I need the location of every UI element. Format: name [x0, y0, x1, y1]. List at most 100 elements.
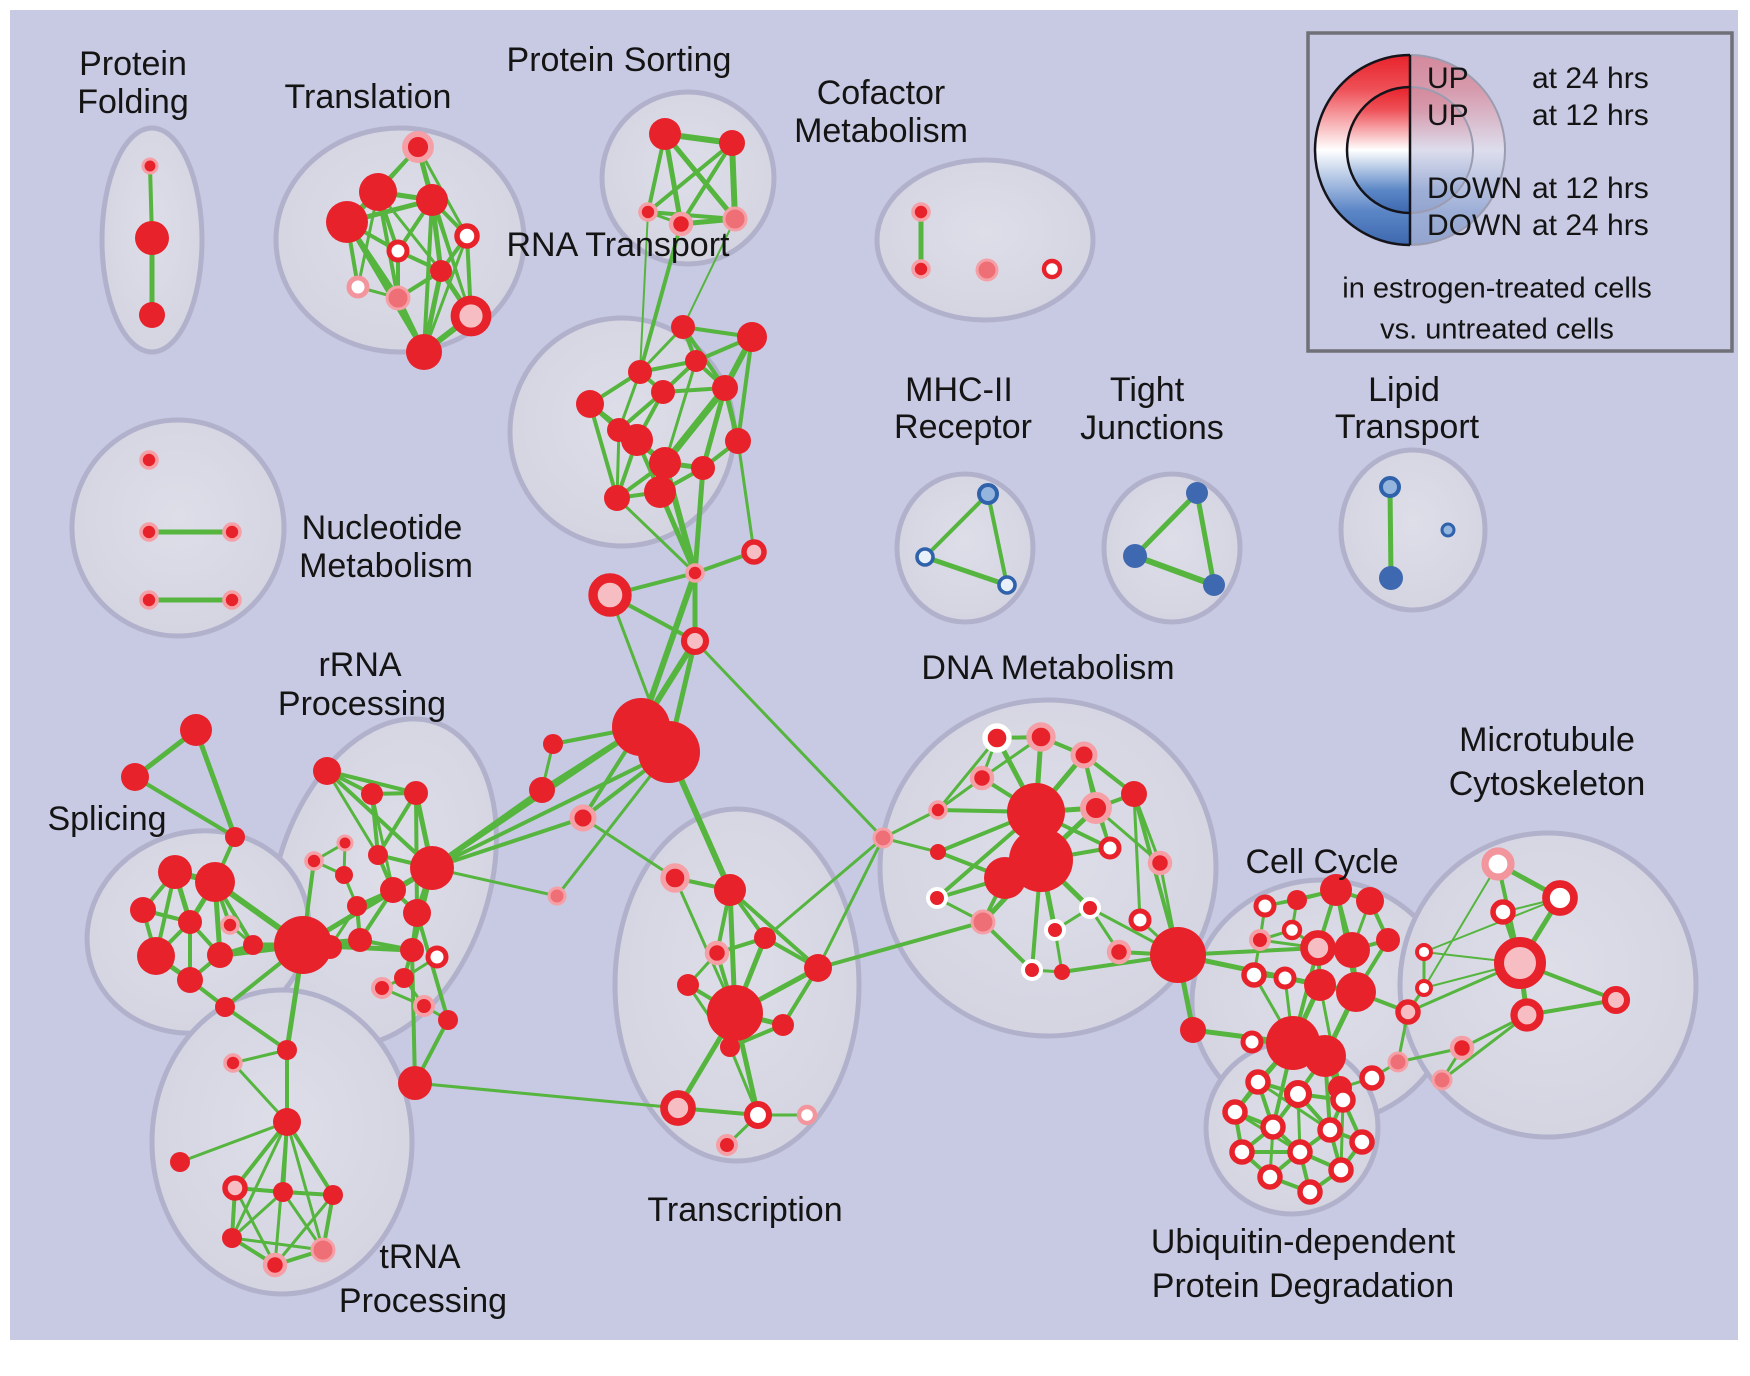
network-node — [911, 202, 931, 222]
network-edge — [679, 141, 734, 226]
network-node — [772, 1014, 794, 1036]
network-edge — [233, 1186, 277, 1267]
network-node — [651, 380, 675, 404]
network-node — [454, 223, 480, 249]
network-node — [1203, 574, 1225, 596]
network-node — [1041, 258, 1063, 280]
network-node — [402, 131, 434, 163]
network-node — [416, 184, 448, 216]
network-node — [685, 563, 705, 583]
network-node — [1334, 932, 1370, 968]
network-edge — [430, 816, 585, 870]
network-node — [796, 1104, 818, 1126]
network-edge — [430, 750, 671, 870]
network-node — [1601, 985, 1631, 1015]
network-node — [1490, 899, 1516, 925]
network-node — [274, 916, 332, 974]
network-node — [930, 844, 946, 860]
network-node — [1431, 1069, 1453, 1091]
network-node — [638, 721, 700, 783]
network-node — [1222, 1099, 1248, 1125]
legend-glyph-left-half — [1313, 53, 1410, 247]
network-node — [121, 763, 149, 791]
network-edge — [816, 920, 985, 970]
network-node — [1128, 908, 1152, 932]
network-node — [926, 887, 948, 909]
network-node — [569, 804, 597, 832]
network-node — [1080, 792, 1112, 824]
network-edge — [1132, 490, 1200, 559]
network-edge — [370, 792, 395, 892]
network-edge — [922, 554, 1010, 588]
network-edge — [736, 335, 754, 443]
cluster-label-cofactor-metabolism-line1: Cofactor — [817, 74, 946, 112]
cluster-label-translation: Translation — [285, 78, 452, 116]
network-edge — [325, 769, 418, 795]
cluster-label-cell-cycle: Cell Cycle — [1245, 843, 1398, 881]
network-node — [1510, 998, 1544, 1032]
network-node — [1449, 1035, 1475, 1061]
network-node — [368, 845, 388, 865]
network-node — [704, 940, 730, 966]
network-node — [336, 834, 354, 852]
cluster-label-protein-folding-line1: Protein — [79, 45, 187, 83]
cluster-label-tight-junctions-line2: Junctions — [1080, 409, 1224, 447]
network-node — [1180, 1017, 1206, 1043]
cluster-label-mhc-ii-receptor-line1: MHC-II — [905, 371, 1013, 409]
network-node — [872, 827, 894, 849]
network-edge — [178, 1120, 289, 1164]
network-edge — [193, 727, 238, 840]
network-node — [404, 781, 428, 805]
network-node — [1186, 482, 1208, 504]
network-node — [413, 995, 435, 1017]
network-node — [621, 424, 653, 456]
network-node — [1349, 1129, 1375, 1155]
network-node — [1121, 781, 1147, 807]
cluster-label-ubiquitin-degradation-line1: Ubiquitin-dependent — [1151, 1223, 1456, 1261]
cluster-ellipse-tight-junctions — [1101, 471, 1243, 625]
legend-glyph-right-half — [1410, 54, 1506, 246]
network-node — [1007, 783, 1065, 841]
cluster-label-transcription: Transcription — [647, 1191, 842, 1229]
network-node — [660, 1090, 696, 1126]
network-node — [1440, 522, 1456, 538]
network-node — [141, 157, 159, 175]
legend-down-24-time: at 24 hrs — [1532, 209, 1649, 242]
network-node — [1304, 969, 1336, 1001]
network-node — [1098, 836, 1122, 860]
network-node — [915, 547, 935, 567]
network-node — [1283, 1079, 1313, 1109]
network-node — [1257, 1164, 1283, 1190]
network-node — [707, 985, 763, 1041]
network-edge — [422, 198, 434, 354]
network-node — [386, 239, 410, 263]
network-edge — [273, 1193, 335, 1267]
network-node — [400, 938, 424, 962]
network-node — [359, 173, 397, 211]
cluster-label-microtubule-cytoskeleton-line2: Cytoskeleton — [1449, 765, 1646, 803]
network-node — [1415, 979, 1433, 997]
network-node — [691, 456, 715, 480]
cluster-ellipse-trna-processing — [149, 987, 415, 1297]
network-node — [714, 874, 746, 906]
network-node — [195, 862, 235, 902]
network-node — [628, 360, 652, 384]
network-node — [273, 1182, 293, 1202]
network-node — [178, 910, 202, 934]
network-node — [1123, 544, 1147, 568]
network-node — [529, 777, 555, 803]
network-node — [975, 258, 999, 282]
cluster-label-rna-transport: RNA Transport — [507, 226, 731, 264]
legend-note-line2: vs. untreated cells — [1380, 314, 1614, 346]
network-node — [1317, 1117, 1343, 1143]
network-node — [430, 260, 452, 282]
network-node — [403, 899, 431, 927]
network-node — [130, 897, 156, 923]
network-node — [1044, 919, 1066, 941]
network-node — [1287, 890, 1307, 910]
network-node — [668, 211, 694, 237]
network-edge — [588, 402, 619, 500]
network-edge — [615, 496, 697, 575]
network-node — [1260, 1114, 1286, 1140]
